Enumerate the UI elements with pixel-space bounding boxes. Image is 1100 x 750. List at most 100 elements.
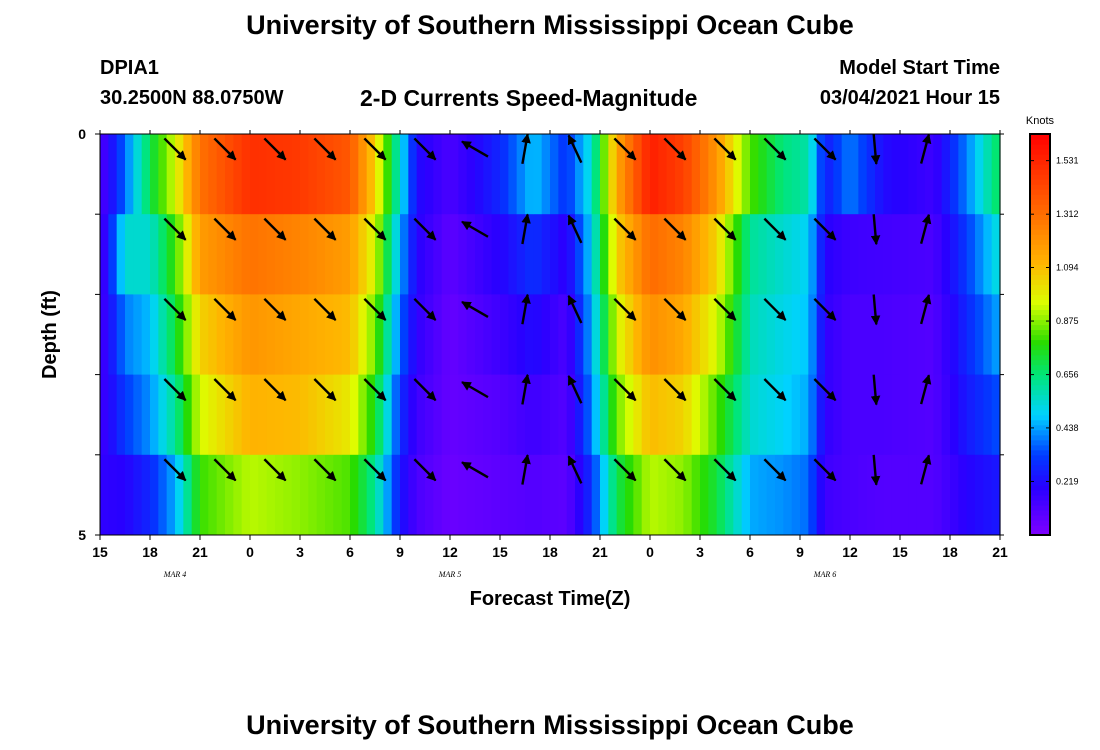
heatmap-cell	[241, 454, 251, 536]
direction-arrow	[363, 217, 387, 241]
direction-arrow	[567, 375, 583, 404]
heatmap-cell	[166, 374, 176, 456]
heatmap-cell	[441, 454, 451, 536]
heatmap-cell	[875, 454, 884, 536]
heatmap-cell	[758, 294, 768, 376]
heatmap-cell	[800, 214, 809, 295]
colorbar-segment	[1030, 174, 1050, 180]
direction-arrow	[919, 454, 932, 485]
heatmap-cell	[800, 374, 809, 456]
heatmap-cell	[808, 294, 818, 376]
heatmap-cell	[933, 294, 943, 376]
heatmap-cell	[516, 294, 526, 376]
heatmap-cell	[125, 214, 134, 295]
heatmap-cell	[675, 214, 684, 295]
direction-arrow	[213, 297, 237, 321]
x-tick-label: 18	[542, 544, 558, 560]
heatmap-cell	[300, 374, 309, 456]
direction-arrow	[263, 297, 287, 321]
heatmap-cell	[508, 214, 518, 295]
heatmap-cell	[358, 214, 368, 295]
heatmap-cell	[716, 374, 726, 456]
heatmap-cell	[600, 294, 609, 376]
heatmap-cell	[450, 214, 459, 295]
direction-arrow	[613, 217, 637, 241]
heatmap-cell	[591, 214, 601, 295]
heatmap-cell	[616, 294, 626, 376]
colorbar-segment	[1030, 484, 1050, 491]
heatmap-cell	[500, 214, 509, 295]
colorbar-segment	[1030, 169, 1050, 175]
heatmap-cell	[575, 374, 584, 456]
heatmap-cell	[683, 294, 693, 376]
heatmap-cell	[466, 134, 476, 215]
direction-arrow	[763, 217, 787, 241]
colorbar-segment	[1030, 229, 1050, 235]
heatmap-cell	[766, 134, 776, 215]
heatmap-cell	[383, 454, 393, 536]
heatmap-cell	[233, 214, 243, 295]
heatmap-cell	[583, 454, 593, 536]
heatmap-cell	[275, 374, 284, 456]
colorbar-segment	[1030, 454, 1050, 461]
heatmap-cell	[558, 374, 568, 456]
colorbar-segment	[1030, 219, 1050, 225]
heatmap-cell	[608, 214, 618, 295]
colorbar-segment	[1030, 489, 1050, 496]
direction-arrow	[461, 220, 489, 238]
heatmap-cell	[283, 454, 293, 536]
colorbar-segment	[1030, 409, 1050, 416]
heatmap-cell	[341, 374, 351, 456]
heatmap-cell	[500, 374, 509, 456]
direction-arrow	[521, 213, 531, 245]
heatmap-cell	[400, 294, 409, 376]
heatmap-cell	[533, 454, 543, 536]
heatmap-cell	[958, 294, 968, 376]
colorbar-segment	[1030, 474, 1050, 481]
heatmap-cell	[658, 374, 668, 456]
heatmap-cell	[966, 294, 976, 376]
heatmap-cell	[891, 294, 901, 376]
heatmap-cell	[291, 454, 301, 536]
heatmap-cell	[483, 214, 493, 295]
heatmap-cell	[191, 454, 201, 536]
heatmap-cell	[108, 134, 118, 215]
direction-arrows	[163, 133, 932, 486]
direction-arrow	[763, 297, 787, 321]
heatmap-cell	[208, 134, 218, 215]
heatmap-cell	[350, 134, 359, 215]
colorbar-segment	[1030, 244, 1050, 250]
heatmap-cell	[133, 214, 143, 295]
colorbar-segment	[1030, 379, 1050, 386]
colorbar-segment	[1030, 194, 1050, 200]
heatmap-cell	[883, 214, 893, 295]
direction-arrow	[567, 134, 583, 164]
heatmap-cell	[291, 134, 301, 215]
heatmap-cell	[316, 214, 326, 295]
direction-arrow	[870, 133, 881, 165]
heatmap-cell	[800, 134, 809, 215]
heatmap-cell	[800, 294, 809, 376]
heatmap-cell	[708, 374, 718, 456]
direction-arrow	[813, 297, 837, 321]
heatmap-cell	[100, 454, 109, 536]
heatmap-cell	[283, 214, 293, 295]
model-start-time: 03/04/2021 Hour 15	[819, 87, 1000, 109]
heatmap-cell	[300, 294, 309, 376]
heatmap-cell	[208, 294, 218, 376]
heatmap-cell	[900, 214, 909, 295]
heatmap-cell	[791, 294, 801, 376]
heatmap-cell	[816, 134, 826, 215]
colorbar-segment	[1030, 434, 1050, 441]
heatmap-cell	[600, 134, 609, 215]
heatmap-cell	[616, 454, 626, 536]
y-axis-title: Depth (ft)	[39, 290, 61, 379]
direction-arrow	[313, 217, 337, 241]
direction-arrow	[163, 217, 187, 241]
heatmap-cell	[833, 454, 843, 536]
heatmap-cell	[308, 454, 318, 536]
heatmap-cell	[725, 294, 734, 376]
direction-arrow	[919, 213, 932, 245]
direction-arrow	[813, 378, 837, 402]
heatmap-cell	[841, 294, 851, 376]
